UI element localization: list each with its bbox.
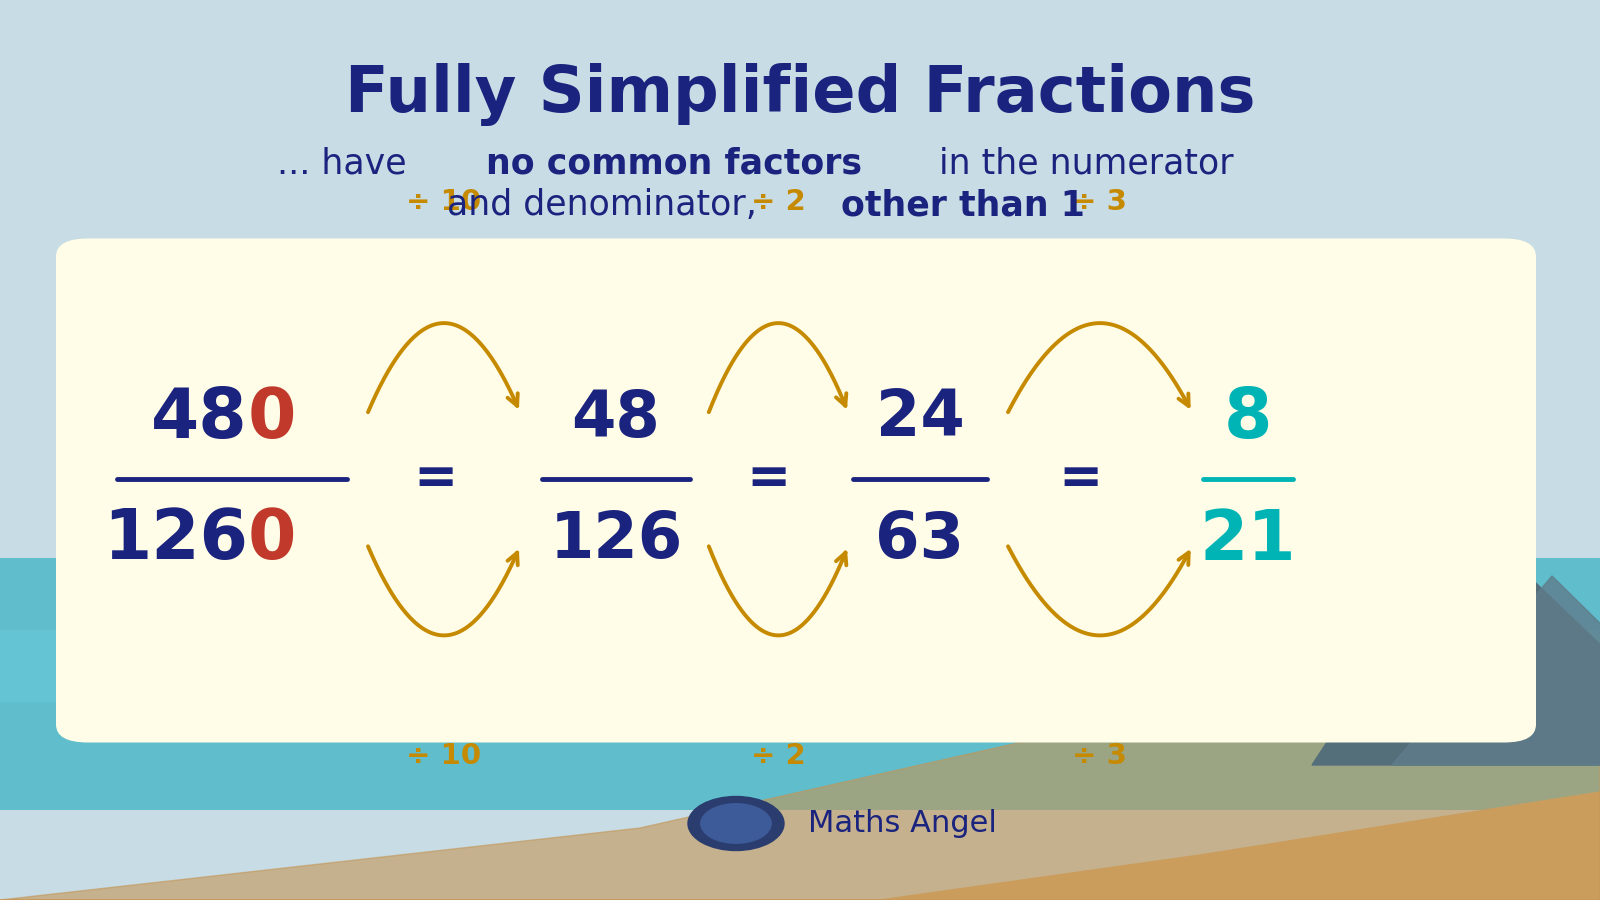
Text: ÷ 2: ÷ 2 (750, 742, 806, 770)
Text: 24: 24 (875, 388, 965, 449)
Text: in the numerator: in the numerator (928, 147, 1234, 181)
Polygon shape (1392, 576, 1600, 765)
Polygon shape (0, 792, 1600, 900)
Text: 8: 8 (1224, 385, 1272, 452)
FancyBboxPatch shape (0, 558, 1600, 810)
Text: =: = (746, 453, 790, 505)
Text: ... have: ... have (277, 147, 418, 181)
Text: 48: 48 (152, 385, 248, 452)
Text: =: = (413, 453, 458, 505)
Circle shape (688, 796, 784, 850)
Text: other than 1: other than 1 (842, 188, 1085, 222)
Text: 63: 63 (875, 509, 965, 571)
Text: ÷ 3: ÷ 3 (1072, 188, 1128, 217)
Polygon shape (0, 675, 1600, 900)
Text: =: = (1058, 453, 1102, 505)
Text: Fully Simplified Fractions: Fully Simplified Fractions (344, 63, 1256, 126)
Text: 48: 48 (571, 388, 661, 449)
FancyBboxPatch shape (56, 238, 1536, 742)
FancyBboxPatch shape (0, 630, 1600, 702)
Text: no common factors: no common factors (486, 147, 862, 181)
Text: and denominator,: and denominator, (446, 188, 768, 222)
Text: 126: 126 (102, 507, 248, 573)
Circle shape (701, 804, 771, 843)
Text: 0: 0 (248, 385, 296, 452)
Text: ÷ 3: ÷ 3 (1072, 742, 1128, 770)
Text: ÷ 2: ÷ 2 (750, 188, 806, 217)
Text: 0: 0 (248, 507, 296, 573)
Text: ÷ 10: ÷ 10 (406, 188, 482, 217)
Text: Maths Angel: Maths Angel (808, 809, 997, 838)
Text: ÷ 10: ÷ 10 (406, 742, 482, 770)
Text: 126: 126 (549, 509, 683, 571)
Polygon shape (1312, 522, 1600, 765)
Text: 21: 21 (1200, 507, 1296, 573)
